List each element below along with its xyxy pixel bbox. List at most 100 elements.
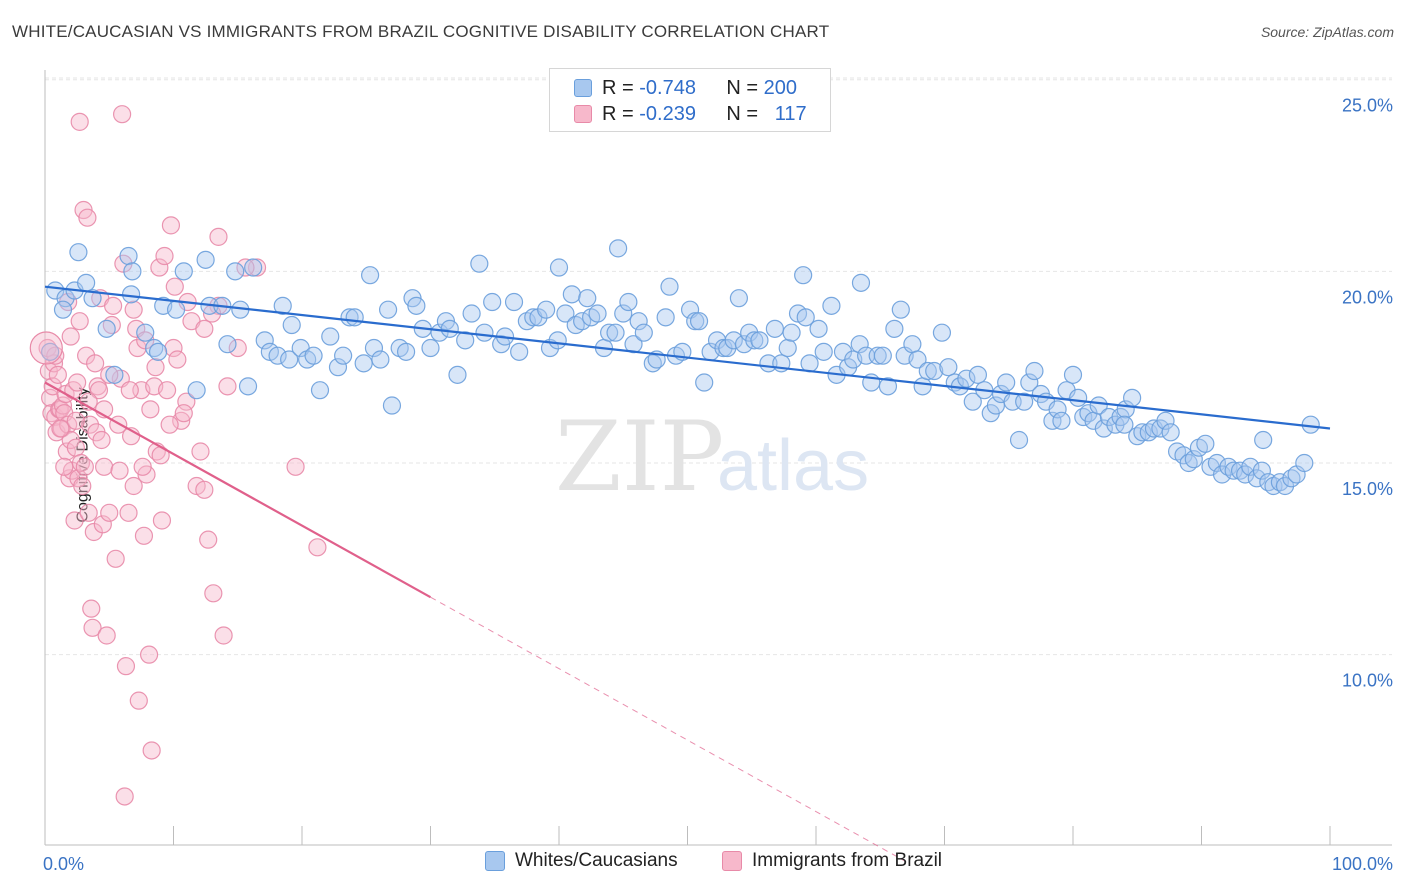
axes bbox=[44, 70, 1392, 846]
data-point bbox=[83, 289, 102, 308]
data-point bbox=[1094, 419, 1113, 438]
data-point bbox=[878, 377, 898, 396]
data-point bbox=[97, 319, 116, 338]
data-point bbox=[629, 312, 648, 331]
data-point bbox=[139, 645, 159, 664]
data-point bbox=[78, 208, 97, 227]
data-point bbox=[378, 300, 398, 319]
data-point bbox=[745, 331, 764, 350]
data-point bbox=[800, 354, 819, 373]
data-point bbox=[939, 358, 958, 377]
data-point bbox=[483, 292, 502, 312]
data-point bbox=[1241, 457, 1260, 476]
data-point bbox=[660, 277, 679, 296]
data-point bbox=[1089, 396, 1108, 415]
data-point bbox=[238, 377, 258, 396]
data-point bbox=[228, 338, 247, 358]
data-point bbox=[448, 365, 467, 384]
data-point bbox=[100, 365, 119, 384]
data-point bbox=[364, 338, 384, 358]
data-point bbox=[204, 584, 223, 603]
data-point bbox=[133, 457, 152, 476]
data-point bbox=[146, 358, 165, 377]
data-point bbox=[141, 400, 160, 419]
chart-title: WHITE/CAUCASIAN VS IMMIGRANTS FROM BRAZI… bbox=[12, 22, 830, 41]
data-point bbox=[82, 599, 101, 618]
data-point bbox=[93, 515, 112, 534]
data-point bbox=[606, 323, 625, 342]
data-point bbox=[925, 361, 944, 381]
data-point bbox=[932, 323, 952, 342]
data-point bbox=[168, 350, 187, 369]
source-label: Source: ZipAtlas.com bbox=[1260, 24, 1394, 40]
watermark-atlas: atlas bbox=[717, 426, 869, 506]
data-point bbox=[191, 442, 210, 461]
data-point bbox=[68, 373, 87, 392]
watermark-zip: ZIP bbox=[555, 401, 724, 513]
data-point bbox=[148, 342, 168, 361]
data-point bbox=[75, 457, 94, 476]
data-point bbox=[729, 289, 749, 308]
data-point bbox=[600, 323, 619, 342]
data-point bbox=[462, 304, 481, 323]
data-point bbox=[1295, 453, 1314, 473]
data-point bbox=[822, 296, 841, 315]
data-point bbox=[963, 392, 982, 411]
data-point bbox=[470, 254, 489, 273]
data-point bbox=[89, 381, 109, 400]
data-point bbox=[1115, 415, 1134, 434]
bottom-legend-swatch-whites bbox=[485, 851, 505, 871]
data-point bbox=[868, 346, 887, 365]
data-point bbox=[142, 741, 161, 760]
data-point bbox=[195, 319, 214, 338]
trend-line bbox=[44, 285, 1331, 430]
data-point bbox=[891, 300, 910, 319]
data-point bbox=[997, 373, 1016, 392]
legend-n-label: N = bbox=[726, 76, 759, 99]
legend-row-whites: R = -0.748 N = 200 bbox=[574, 76, 797, 100]
data-point bbox=[328, 358, 348, 377]
data-point bbox=[286, 457, 305, 476]
data-point bbox=[1063, 365, 1083, 384]
data-point bbox=[116, 657, 136, 676]
data-point bbox=[77, 273, 96, 292]
legend-swatch-brazil bbox=[574, 105, 592, 123]
data-point bbox=[66, 411, 85, 430]
data-point bbox=[61, 327, 80, 346]
data-point bbox=[1196, 434, 1215, 453]
watermark: ZIP atlas bbox=[555, 401, 869, 513]
data-point bbox=[70, 112, 89, 131]
data-point bbox=[29, 331, 63, 365]
data-point bbox=[268, 346, 287, 365]
data-point bbox=[345, 308, 364, 327]
data-point bbox=[112, 105, 132, 124]
data-point bbox=[724, 331, 743, 350]
data-point bbox=[1207, 453, 1227, 473]
data-point bbox=[619, 292, 638, 312]
data-point bbox=[614, 304, 633, 323]
data-point bbox=[79, 503, 98, 522]
bottom-legend-whites: Whites/Caucasians bbox=[485, 850, 678, 872]
x-tick-label-max: 100.0% bbox=[1332, 854, 1393, 874]
trend-line-extension bbox=[430, 596, 907, 863]
data-point bbox=[968, 365, 988, 384]
data-point bbox=[809, 319, 828, 338]
points-layer bbox=[29, 105, 1320, 806]
data-point bbox=[510, 342, 529, 361]
data-point bbox=[218, 377, 237, 396]
data-point bbox=[1161, 423, 1180, 442]
data-point bbox=[1133, 423, 1152, 442]
data-point bbox=[150, 258, 169, 277]
trend-lines bbox=[44, 285, 1331, 863]
data-point bbox=[1069, 388, 1088, 407]
data-point bbox=[136, 323, 155, 342]
trend-line bbox=[44, 381, 432, 599]
data-point bbox=[218, 335, 237, 354]
data-point bbox=[70, 312, 89, 331]
y-tick-label: 20.0% bbox=[1342, 287, 1393, 307]
data-point bbox=[160, 415, 179, 434]
data-point bbox=[504, 292, 524, 312]
data-point bbox=[382, 396, 402, 415]
data-point bbox=[734, 335, 754, 354]
data-point bbox=[55, 457, 74, 476]
